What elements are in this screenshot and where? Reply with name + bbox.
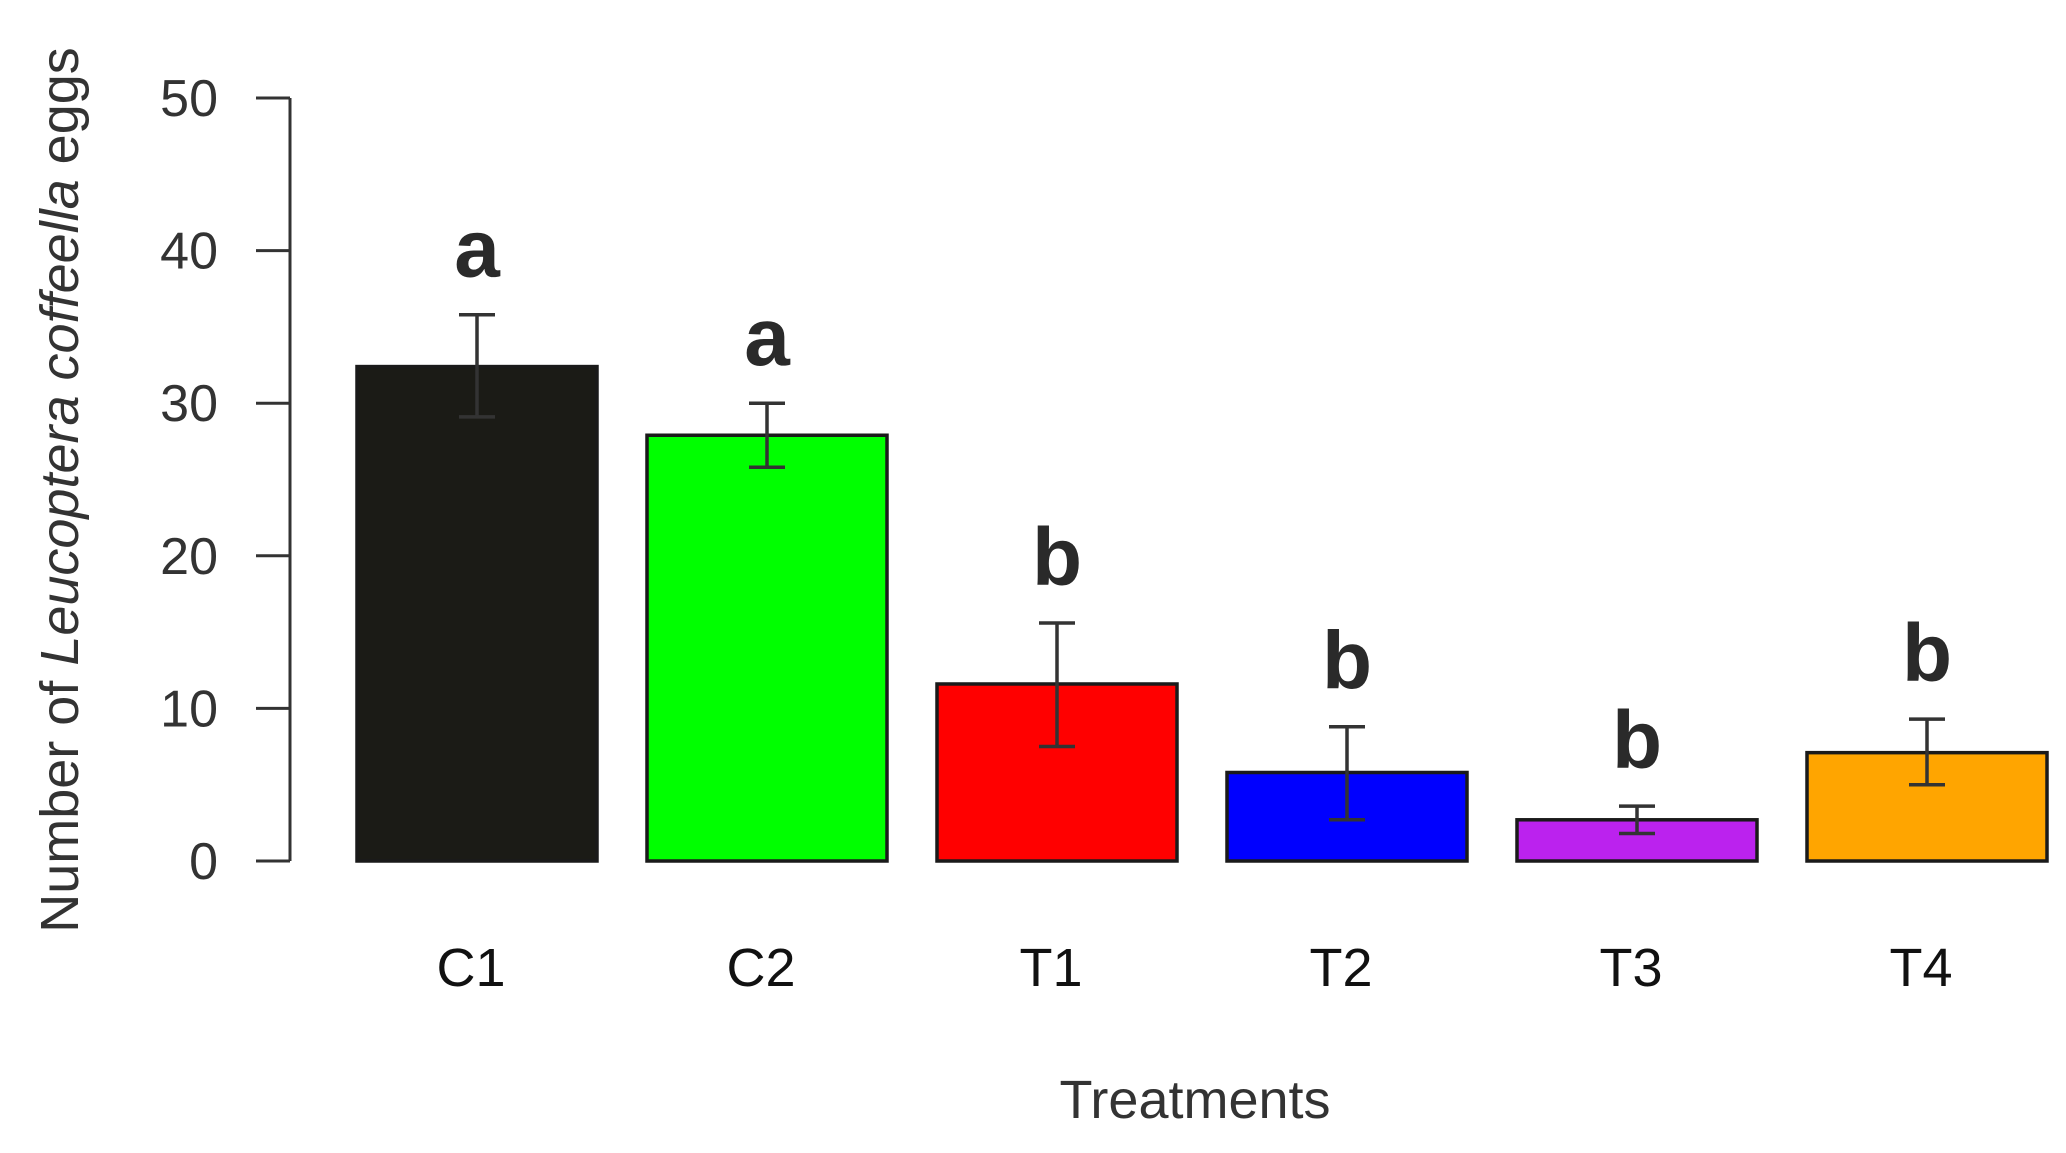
x-tick-label-t1: T1 <box>1019 938 1082 998</box>
error-bar-c2 <box>749 401 785 470</box>
error-bar-t3 <box>1619 804 1655 836</box>
significance-labels: a a b b b b <box>454 204 1952 786</box>
error-bar-c1 <box>459 312 495 419</box>
category-labels: C1 C2 T1 T2 T3 T4 <box>436 938 1952 998</box>
significance-label-t2: b <box>1322 616 1372 707</box>
bars <box>355 364 2049 863</box>
error-bar-t1 <box>1039 621 1075 749</box>
error-bars <box>459 312 1945 836</box>
x-tick-label-c1: C1 <box>436 938 505 998</box>
significance-label-t3: b <box>1612 695 1662 786</box>
y-tick-label: 40 <box>160 223 218 281</box>
bar-c2 <box>645 433 889 863</box>
x-tick-label-c2: C2 <box>726 938 795 998</box>
y-tick-label: 50 <box>160 70 218 128</box>
y-tick-label: 30 <box>160 375 218 433</box>
significance-label-t4: b <box>1902 608 1952 699</box>
y-tick-label: 20 <box>160 528 218 586</box>
x-tick-label-t4: T4 <box>1889 938 1952 998</box>
y-axis-title: Number of Leucoptera coffeella eggs <box>30 47 90 933</box>
y-axis: 0 10 20 30 40 50 <box>160 70 292 891</box>
significance-label-c2: a <box>744 292 791 383</box>
x-tick-label-t2: T2 <box>1309 938 1372 998</box>
y-tick-label: 10 <box>160 680 218 738</box>
x-axis-title: Treatments <box>1059 1070 1330 1130</box>
significance-label-t1: b <box>1032 512 1082 603</box>
y-tick-label: 0 <box>189 833 218 891</box>
significance-label-c1: a <box>454 204 501 295</box>
error-bar-t2 <box>1329 724 1365 822</box>
bar-c1 <box>355 364 599 863</box>
x-tick-label-t3: T3 <box>1599 938 1662 998</box>
error-bar-t4 <box>1909 717 1945 787</box>
